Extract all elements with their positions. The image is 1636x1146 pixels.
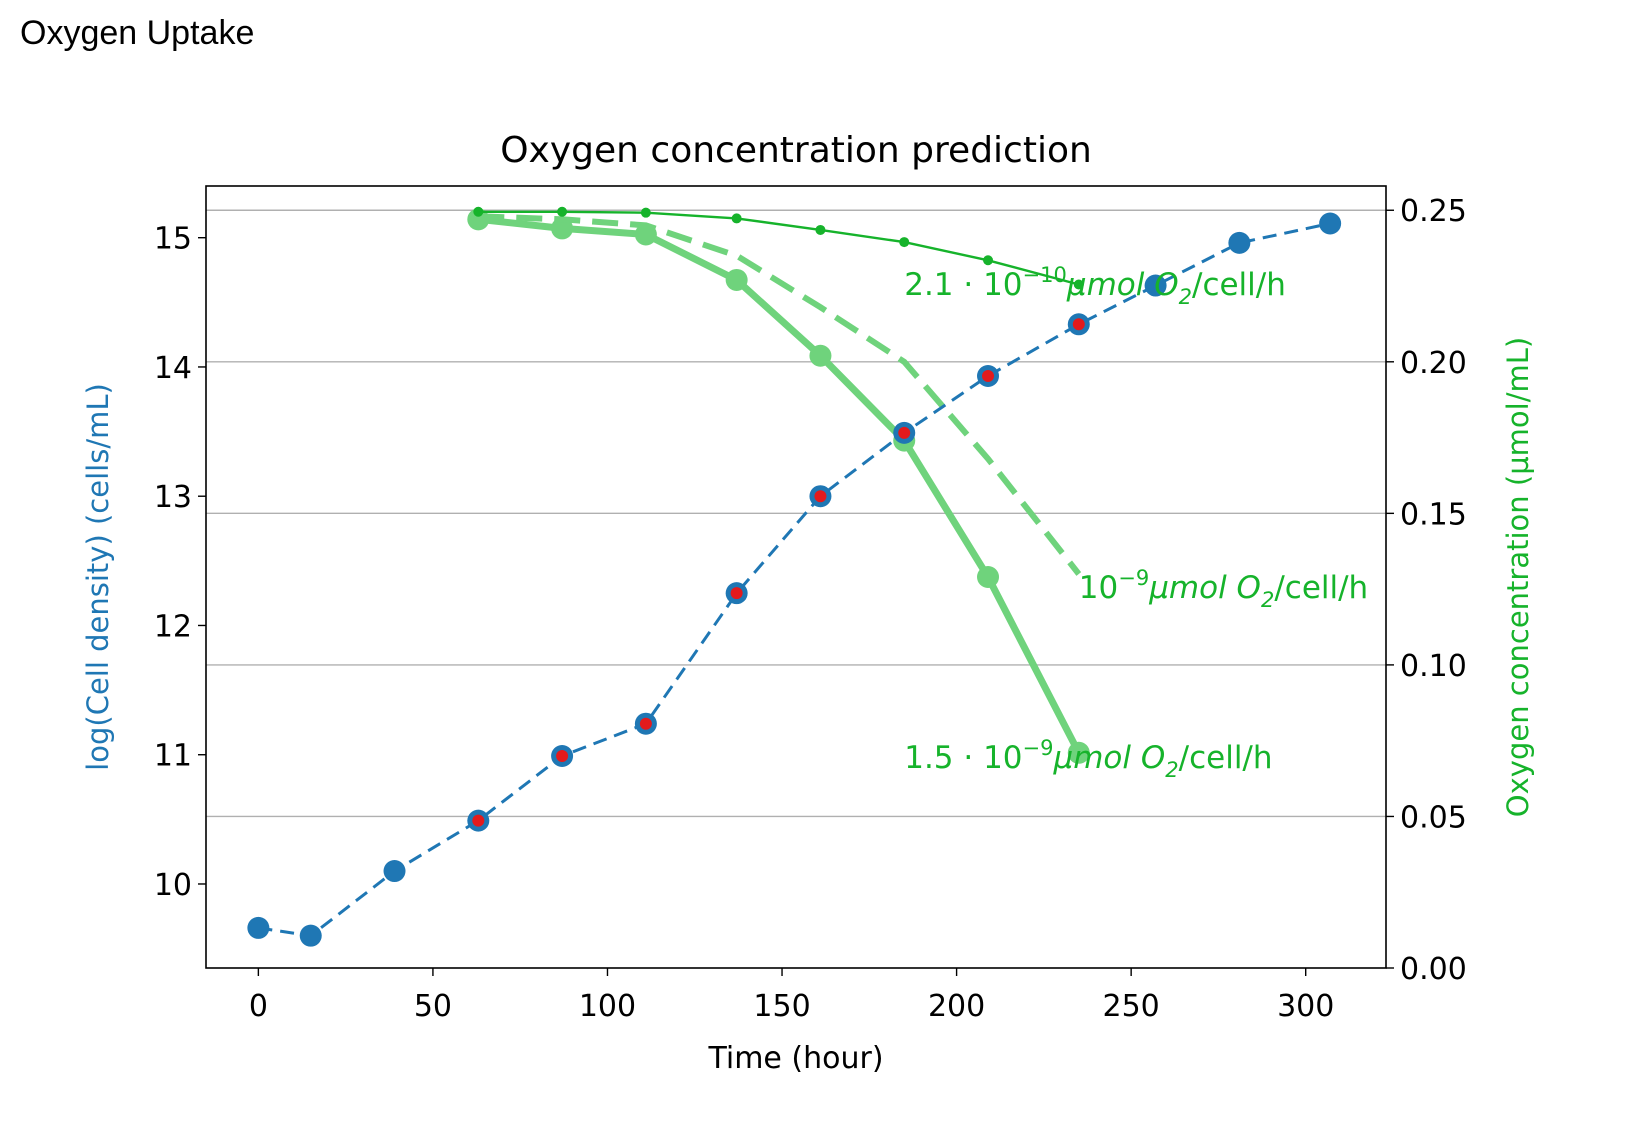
series-point-2.1e-10 (1073, 279, 1084, 290)
series-point-1.5e-9 (725, 268, 748, 291)
annotation-a2: 10−9μmol O2/cell/h (1079, 566, 1368, 612)
plot-frame (205, 185, 1387, 969)
series-point-2.1e-10 (473, 206, 484, 217)
series-point-cell-density (383, 860, 406, 883)
series-point-2.1e-10 (731, 213, 742, 224)
series-line-1e-9 (478, 213, 1082, 576)
y-left-tick-label: 12 (154, 609, 192, 644)
series-point-highlight (898, 426, 911, 439)
y-left-axis-label: log(Cell density) (cells/mL) (81, 383, 115, 771)
y-right-tick-label: 0.05 (1400, 800, 1467, 835)
y-left-tick-label: 15 (154, 222, 192, 257)
series-point-2.1e-10 (815, 224, 826, 235)
series-point-highlight (556, 750, 569, 763)
y-left-tick-label: 13 (154, 480, 192, 515)
y-right-axis-label: Oxygen concentration (µmol/mL) (1501, 337, 1535, 817)
series-point-1.5e-9 (977, 566, 1000, 588)
series-point-highlight (1072, 318, 1085, 331)
series-point-1.5e-9 (551, 217, 574, 240)
y-left-tick-label: 11 (154, 739, 192, 774)
grid-layer (206, 209, 1386, 818)
series-point-highlight (472, 814, 485, 827)
y-right-tick-label: 0.20 (1400, 346, 1467, 381)
series-point-cell-density (247, 916, 270, 939)
annotation-layer: 2.1 · 10−10μmol O2/cell/h 10−9μmol O2/cel… (904, 263, 1368, 782)
chart-title: Oxygen concentration prediction (500, 130, 1092, 171)
annotation-a1: 2.1 · 10−10μmol O2/cell/h (904, 263, 1286, 309)
y-right-tick-label: 0.15 (1400, 497, 1467, 532)
x-tick-label: 150 (753, 989, 810, 1024)
series-point-highlight (814, 490, 827, 503)
y-right-tick-label: 0.10 (1400, 649, 1467, 684)
series-point-2.1e-10 (640, 207, 651, 218)
series-point-highlight (730, 587, 743, 600)
x-axis-label: Time (hour) (707, 1041, 883, 1076)
series-point-cell-density (1144, 274, 1167, 297)
series-point-2.1e-10 (983, 255, 994, 266)
series-point-cell-density (299, 924, 322, 947)
series-layer (247, 206, 1342, 947)
x-tick-label: 200 (928, 989, 985, 1024)
y-right-tick-label: 0.25 (1400, 194, 1467, 229)
page-heading: Oxygen Uptake (20, 14, 255, 52)
series-point-2.1e-10 (557, 206, 568, 217)
x-tick-label: 250 (1103, 989, 1160, 1024)
series-line-1.5e-9 (477, 215, 1082, 755)
axis-layer: 0 50 100 150 200 250 300 10 11 12 13 14 15 0.00 0.05 0.… (154, 194, 1467, 1024)
series-point-highlight (639, 717, 652, 730)
x-tick-label: 50 (414, 989, 452, 1024)
series-point-1.5e-9 (809, 344, 832, 367)
x-tick-label: 0 (249, 989, 268, 1024)
y-left-tick-label: 14 (154, 351, 192, 386)
annotation-a3: 1.5 · 10−9μmol O2/cell/h (904, 736, 1272, 782)
series-point-cell-density (1228, 231, 1251, 254)
y-right-tick-label: 0.00 (1400, 952, 1467, 987)
series-point-highlight (982, 370, 995, 383)
x-tick-label: 300 (1277, 989, 1334, 1024)
x-tick-label: 100 (579, 989, 636, 1024)
series-point-2.1e-10 (899, 237, 910, 248)
series-line-2.1e-10 (478, 210, 1080, 286)
series-point-1.5e-9 (1067, 741, 1090, 764)
series-point-cell-density (1319, 212, 1342, 235)
y-left-tick-label: 10 (154, 868, 192, 903)
